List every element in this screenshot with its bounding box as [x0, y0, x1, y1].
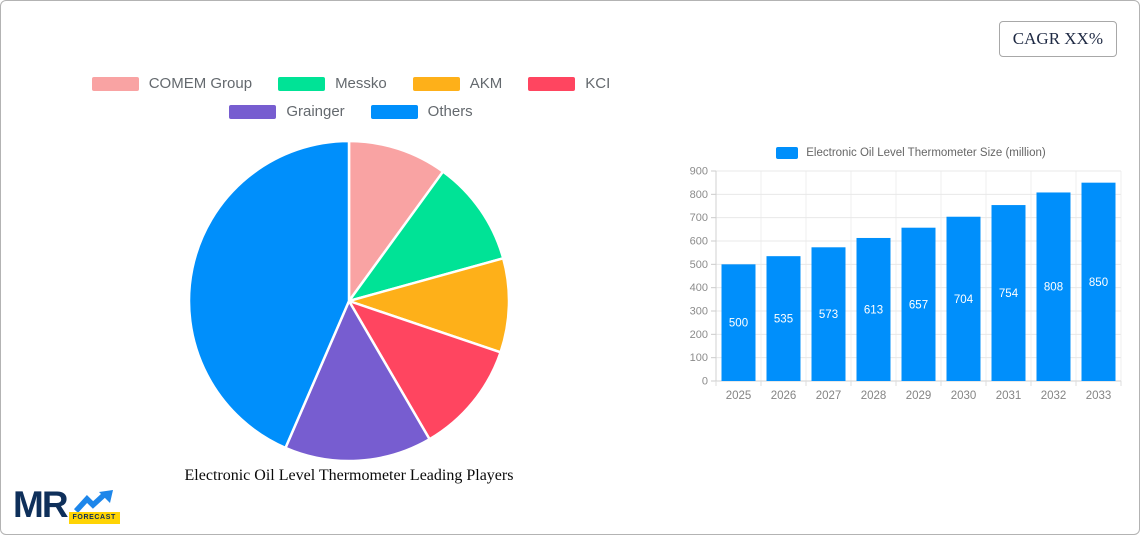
bar-value-label: 613 — [864, 304, 883, 316]
legend-label: Messko — [335, 75, 387, 92]
y-axis-tick-label: 600 — [690, 236, 708, 248]
y-axis-tick-label: 500 — [690, 259, 708, 271]
y-axis-tick-label: 900 — [690, 166, 708, 178]
trend-up-arrow-icon — [74, 490, 114, 513]
legend-item-grainger[interactable]: Grainger — [229, 103, 345, 120]
x-axis-category-label: 2033 — [1086, 390, 1112, 402]
legend-item-kci[interactable]: KCI — [528, 75, 610, 92]
x-axis-category-label: 2025 — [726, 390, 752, 402]
pie-slice-akm[interactable] — [347, 257, 511, 354]
x-axis-category-label: 2026 — [771, 390, 797, 402]
bar-2032[interactable] — [1036, 192, 1071, 381]
x-axis-category-label: 2029 — [906, 390, 932, 402]
y-axis-tick-label: 400 — [690, 282, 708, 294]
y-axis-tick-label: 100 — [690, 352, 708, 364]
legend-item-comem-group[interactable]: COMEM Group — [91, 75, 253, 92]
mr-forecast-logo: MR FORECAST — [13, 484, 120, 525]
logo-text: MR — [13, 484, 69, 525]
legend-swatch-comem-group — [91, 76, 139, 91]
legend-swatch-akm — [412, 76, 460, 91]
bar-2031[interactable] — [991, 205, 1026, 381]
pie-chart — [187, 139, 511, 463]
bar-2028[interactable] — [856, 237, 891, 381]
y-axis-tick-label: 0 — [702, 376, 708, 388]
pie-legend: COMEM Group Messko AKM KCI Grainger Others — [61, 75, 641, 120]
y-axis-tick-label: 300 — [690, 306, 708, 318]
legend-item-others[interactable]: Others — [370, 103, 473, 120]
bar-value-label: 850 — [1089, 277, 1108, 289]
bar-value-label: 808 — [1044, 282, 1063, 294]
pie-slice-comem-group[interactable] — [347, 139, 445, 303]
bar-legend-swatch — [776, 147, 799, 159]
bar-value-label: 573 — [819, 309, 838, 321]
legend-label: COMEM Group — [148, 75, 253, 92]
bar-legend-label: Electronic Oil Level Thermometer Size (m… — [806, 147, 1046, 159]
y-axis-tick-label: 800 — [690, 189, 708, 201]
legend-swatch-others — [370, 104, 418, 119]
y-axis-tick-label: 700 — [690, 212, 708, 224]
pie-chart-title: Electronic Oil Level Thermometer Leading… — [184, 467, 514, 484]
x-axis-category-label: 2032 — [1041, 390, 1067, 402]
bar-value-label: 754 — [999, 288, 1019, 300]
legend-item-messko[interactable]: Messko — [278, 75, 387, 92]
x-axis-category-label: 2027 — [816, 390, 842, 402]
bar-2030[interactable] — [946, 216, 981, 381]
pie-slice-grainger[interactable] — [284, 299, 431, 463]
bar-legend[interactable]: Electronic Oil Level Thermometer Size (m… — [691, 147, 1131, 159]
pie-slice-kci[interactable] — [347, 299, 502, 441]
bar-chart: 0 100 200 300 400 500 600 700 800 900 500 2025 535 20… — [690, 166, 1122, 402]
bar-2025[interactable] — [721, 264, 756, 381]
legend-label: AKM — [469, 75, 503, 92]
bar-2027[interactable] — [811, 247, 846, 381]
x-axis-category-label: 2028 — [861, 390, 887, 402]
bar-value-label: 704 — [954, 294, 974, 306]
x-axis-category-label: 2031 — [996, 390, 1022, 402]
legend-label: Others — [427, 103, 473, 120]
bar-value-label: 657 — [909, 299, 928, 311]
legend-label: KCI — [585, 75, 611, 92]
cagr-badge: CAGR XX% — [998, 21, 1117, 57]
legend-swatch-messko — [278, 76, 326, 91]
pie-slice-others[interactable] — [187, 139, 351, 450]
legend-label: Grainger — [286, 103, 345, 120]
bar-value-label: 535 — [774, 314, 793, 326]
bar-2033[interactable] — [1081, 182, 1116, 381]
bar-2029[interactable] — [901, 227, 936, 381]
y-axis-tick-label: 200 — [690, 329, 708, 341]
bar-2026[interactable] — [766, 256, 801, 381]
legend-swatch-kci — [528, 76, 576, 91]
logo-badge: FORECAST — [68, 512, 120, 524]
bar-value-label: 500 — [729, 318, 748, 330]
legend-item-akm[interactable]: AKM — [412, 75, 503, 92]
x-axis-category-label: 2030 — [951, 390, 977, 402]
legend-swatch-grainger — [229, 104, 277, 119]
